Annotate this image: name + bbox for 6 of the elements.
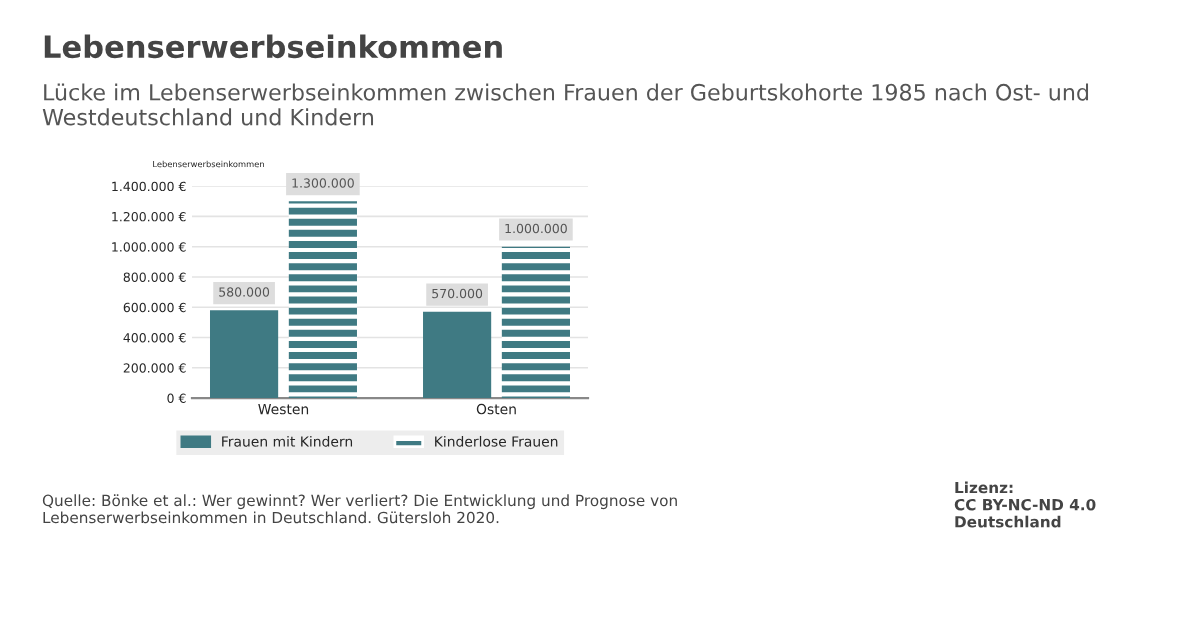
bar	[210, 310, 279, 399]
bar	[423, 311, 492, 399]
chart-subtitle: Lücke im Lebenserwerbseinkommen zwischen Frauen der Geburtskohorte 1985 nach Ost- und Westdeutschland und Kindern	[42, 83, 1089, 126]
bar	[501, 246, 570, 399]
bar	[288, 201, 357, 399]
chart-title: Lebenserwerbseinkommen	[44, 34, 502, 59]
